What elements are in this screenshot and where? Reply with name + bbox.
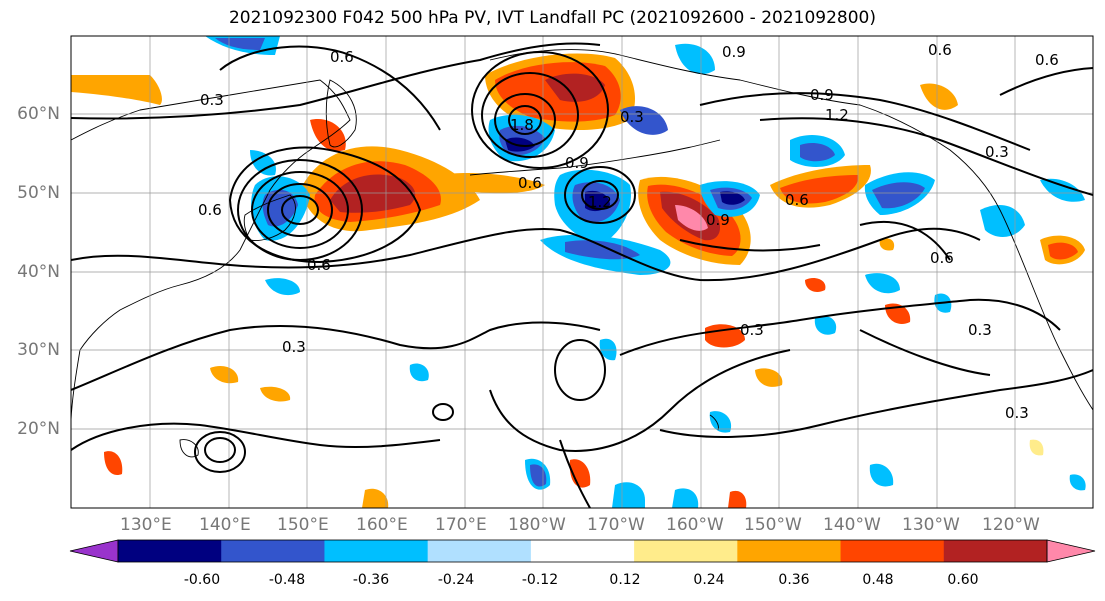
coast-japan xyxy=(243,194,296,241)
map-title: 2021092300 F042 500 hPa PV, IVT Landfall… xyxy=(228,8,876,28)
lat-label: 40°N xyxy=(17,262,60,282)
colorbar-bin xyxy=(737,540,842,562)
contour-label: 0.3 xyxy=(282,338,306,356)
contour-label: 0.9 xyxy=(565,154,589,172)
contour-label: 0.3 xyxy=(968,321,992,339)
lon-label: 170°E xyxy=(435,515,487,535)
contour-label: 0.6 xyxy=(330,48,354,66)
contour-label: 0.9 xyxy=(706,211,730,229)
colorbar-extend-high xyxy=(1046,539,1096,563)
colorbar-bin xyxy=(530,540,635,562)
coast-kamchatka xyxy=(325,79,357,148)
colorbar-tick-label: -0.12 xyxy=(521,572,559,588)
colorbar-tick-label: 0.36 xyxy=(778,572,810,588)
contour-label: 0.3 xyxy=(1005,404,1029,422)
colorbar-frame xyxy=(117,539,1048,563)
contour-label: 0.9 xyxy=(810,86,834,104)
contour-label: 1.2 xyxy=(825,106,849,124)
colorbar-tick-label: -0.36 xyxy=(352,572,390,588)
lon-label: 130°W xyxy=(902,515,960,535)
lon-label: 140°W xyxy=(823,515,881,535)
contour-label: 1.2 xyxy=(588,193,612,211)
coast-aleutians xyxy=(469,139,721,176)
colorbar-bin xyxy=(943,540,1048,562)
coast-asia xyxy=(71,79,351,421)
colorbar-bin xyxy=(840,540,945,562)
lon-label: 130°E xyxy=(120,515,172,535)
contour-label: 1.8 xyxy=(510,116,534,134)
colorbar-tick-label: 0.12 xyxy=(609,572,641,588)
pv-contours xyxy=(71,42,1093,508)
map-panel: 0.6 0.3 0.9 1.8 0.6 0.3 0.9 1.2 0.6 0.3 … xyxy=(71,36,1093,508)
lat-label: 60°N xyxy=(17,104,60,124)
contour-label: 0.6 xyxy=(928,41,952,59)
contour-label: 0.6 xyxy=(307,256,331,274)
contour-label: 0.3 xyxy=(620,108,644,126)
contour-label: 0.9 xyxy=(722,43,746,61)
colorbar xyxy=(69,539,1096,563)
colorbar-bin xyxy=(118,540,222,562)
colorbar-tick-label: 0.60 xyxy=(947,572,979,588)
colorbar-bin xyxy=(634,540,738,562)
lon-label: 150°E xyxy=(277,515,329,535)
colorbar-tick-label: -0.48 xyxy=(268,572,306,588)
lon-label: 180°W xyxy=(508,515,566,535)
colorbar-bin xyxy=(324,540,429,562)
lon-label: 140°E xyxy=(199,515,251,535)
contour-label: 0.6 xyxy=(785,191,809,209)
lon-label: 150°W xyxy=(744,515,802,535)
colorbar-bin xyxy=(221,540,325,562)
contour-label: 0.3 xyxy=(985,143,1009,161)
contour-label: 0.3 xyxy=(740,321,764,339)
colorbar-tick-label: 0.24 xyxy=(693,572,725,588)
colorbar-tick-label: 0.48 xyxy=(862,572,894,588)
colorbar-tick-label: -0.60 xyxy=(183,572,221,588)
colorbar-tick-label: -0.24 xyxy=(437,572,475,588)
map-frame xyxy=(70,35,1094,509)
contour-label: 0.6 xyxy=(518,174,542,192)
colorbar-extend-low xyxy=(69,539,119,563)
contour-label: 0.3 xyxy=(200,91,224,109)
lon-label: 120°W xyxy=(982,515,1040,535)
contour-label: 0.6 xyxy=(1035,51,1059,69)
contour-label: 0.6 xyxy=(930,249,954,267)
lat-label: 30°N xyxy=(17,340,60,360)
lon-label: 170°W xyxy=(587,515,645,535)
lat-label: 20°N xyxy=(17,419,60,439)
contour-label: 0.6 xyxy=(198,201,222,219)
lat-label: 50°N xyxy=(17,183,60,203)
colorbar-bin xyxy=(427,540,532,562)
lon-label: 160°E xyxy=(356,515,408,535)
lon-label: 160°W xyxy=(666,515,724,535)
